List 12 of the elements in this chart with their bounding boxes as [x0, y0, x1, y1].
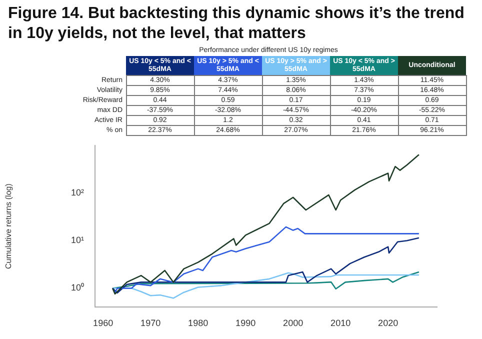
x-tick-label: 2010	[330, 318, 351, 328]
x-tick-label: 1980	[188, 318, 208, 328]
x-tick-label: 2000	[283, 318, 304, 328]
y-tick-label: 10⁰	[70, 282, 84, 293]
y-tick-label: 10²	[70, 188, 84, 198]
y-tick-label: 10¹	[70, 235, 84, 246]
x-tick-label: 1990	[236, 318, 256, 328]
x-tick-label: 1960	[93, 318, 114, 328]
text: Figure 14. But backtesting this dynamic shows it’s the trend in 10y yields, not the level, that matters	[8, 4, 466, 44]
x-tick-label: 1970	[140, 318, 161, 328]
y-axis-title: Cumulative returns (log)	[4, 183, 14, 269]
x-tick-label: 2020	[378, 318, 398, 328]
